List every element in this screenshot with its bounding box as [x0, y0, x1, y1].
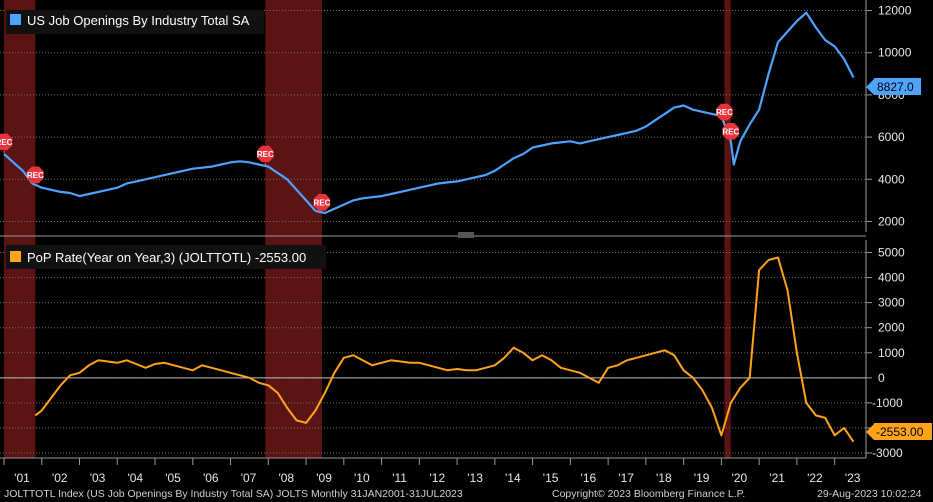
recession-markers: REC REC REC REC REC REC [0, 103, 740, 213]
xtick-label-1: '02 [52, 471, 68, 485]
xtick-label-11: '12 [430, 471, 446, 485]
recession-marker-label-5: REC [722, 127, 739, 136]
top-last-value-pointer [866, 79, 874, 95]
xtick-label-9: '10 [354, 471, 370, 485]
recession-marker-0: REC [0, 133, 13, 154]
recession-marker-label-4: REC [716, 108, 733, 117]
bottom-legend-swatch [10, 251, 21, 262]
top-legend-swatch [10, 14, 21, 25]
xtick-label-8: '09 [316, 471, 332, 485]
top-legend-box [6, 10, 264, 34]
xtick-label-7: '08 [278, 471, 294, 485]
recession-marker-octagon-2 [257, 145, 274, 163]
top-last-value-box [874, 78, 921, 95]
xtick-label-19: '20 [732, 471, 748, 485]
xtick-label-17: '18 [656, 471, 672, 485]
recession-marker-octagon-3 [313, 194, 331, 211]
bottom-last-value-pointer [866, 424, 874, 440]
bottom-ytick-label-3: 0 [878, 371, 885, 385]
top-legend-text: US Job Openings By Industry Total SA [27, 13, 250, 28]
recession-marker-label-2: REC [257, 150, 274, 159]
recession-marker-5: REC [722, 123, 740, 142]
xtick-label-12: '13 [467, 471, 483, 485]
bottom-legend-box [6, 245, 326, 269]
xtick-label-5: '06 [203, 471, 219, 485]
recession-band-0 [4, 0, 36, 458]
xtick-label-3: '04 [127, 471, 143, 485]
bottom-panel-grid [0, 252, 866, 454]
xtick-label-18: '19 [694, 471, 710, 485]
recession-marker-octagon-0 [0, 133, 13, 151]
recession-marker-label-1: REC [27, 171, 44, 180]
top-last-value-text: 8827.0 [877, 80, 914, 94]
recession-marker-label-3: REC [313, 198, 330, 207]
recession-marker-2: REC [257, 145, 274, 166]
footer-center: Copyright© 2023 Bloomberg Finance L.P. [552, 488, 745, 500]
xtick-label-6: '07 [241, 471, 257, 485]
bottom-last-value-box [874, 423, 932, 440]
recession-marker-octagon-1 [27, 166, 44, 184]
xtick-label-14: '15 [543, 471, 559, 485]
xtick-label-10: '11 [392, 471, 407, 485]
xtick-label-2: '03 [90, 471, 106, 485]
bottom-last-value-tag: -2553.00 [866, 423, 932, 440]
bottom-ytick-label-6: 3000 [878, 296, 905, 310]
recession-marker-3: REC [313, 194, 331, 213]
top-ytick-label-5: 12000 [878, 4, 912, 18]
top-ytick-label-0: 2000 [878, 214, 905, 228]
xtick-label-0: '01 [14, 471, 30, 485]
top-legend[interactable]: US Job Openings By Industry Total SA [6, 10, 264, 34]
xtick-label-16: '17 [618, 471, 634, 485]
bottom-ytick-label-4: 1000 [878, 346, 905, 360]
recession-marker-octagon-4 [716, 103, 733, 121]
recession-marker-octagon-5 [722, 123, 740, 140]
pop-rate-line [34, 256, 855, 443]
bottom-ytick-label-5: 2000 [878, 321, 905, 335]
x-axis-ticks: '01 '02 '03 '04 '05 '06 '07 '08 '09 '10 '11 '12 '13 '… [3, 458, 861, 485]
top-ytick-label-4: 10000 [878, 46, 912, 60]
recession-marker-1: REC [27, 166, 44, 185]
footer-right: 29-Aug-2023 10:02:24 [817, 488, 922, 500]
top-ytick-label-1: 4000 [878, 172, 905, 186]
xtick-label-13: '14 [505, 471, 521, 485]
bottom-last-value-text: -2553.00 [876, 425, 924, 439]
bottom-ytick-label-7: 4000 [878, 271, 905, 285]
bottom-ytick-label-8: 5000 [878, 246, 905, 260]
footer-left: JOLTTOTL Index (US Job Openings By Indus… [4, 488, 463, 500]
bottom-ytick-label-0: -3000 [872, 446, 903, 460]
recession-band-2 [724, 0, 731, 458]
recession-marker-4: REC [716, 103, 733, 125]
bottom-legend-text: PoP Rate(Year on Year,3) (JOLTTOTL) -255… [27, 250, 306, 265]
xtick-label-22: '23 [845, 471, 861, 485]
recession-bands [4, 0, 731, 458]
bottom-ytick-label-2: -1000 [872, 396, 903, 410]
bottom-legend[interactable]: PoP Rate(Year on Year,3) (JOLTTOTL) -255… [6, 245, 326, 269]
xtick-label-21: '22 [807, 471, 823, 485]
top-ytick-label-2: 6000 [878, 130, 905, 144]
recession-band-1 [265, 0, 322, 458]
top-last-value-tag: 8827.0 [866, 78, 921, 95]
recession-marker-label-0: REC [0, 138, 13, 147]
xtick-label-20: '21 [769, 471, 785, 485]
panel-resize-handle[interactable] [458, 232, 474, 238]
xtick-label-15: '16 [581, 471, 597, 485]
xtick-label-4: '05 [165, 471, 181, 485]
